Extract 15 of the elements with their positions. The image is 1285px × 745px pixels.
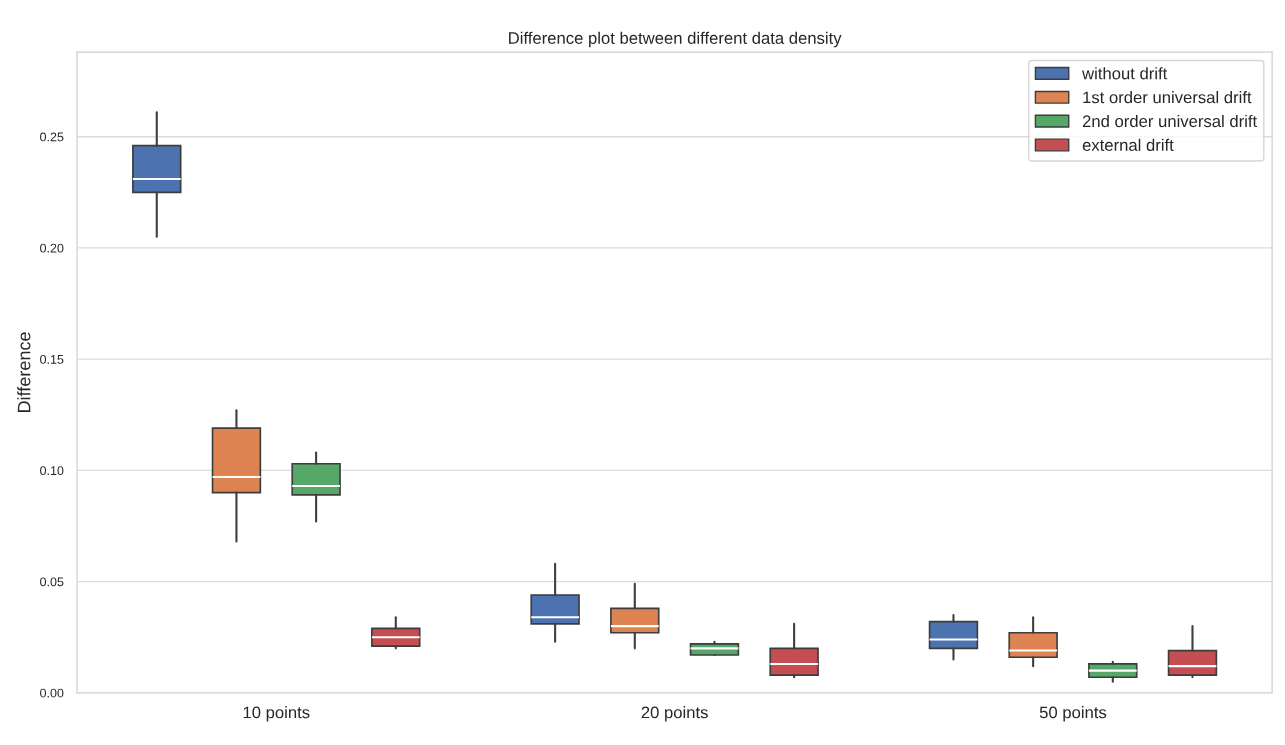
y-tick-label: 0.05	[40, 577, 64, 587]
legend-label: 2nd order universal drift	[1082, 114, 1258, 128]
y-tick-label: 0.00	[40, 688, 64, 698]
legend-label: without drift	[1082, 67, 1168, 80]
y-tick-label: 0.20	[40, 243, 64, 253]
chart-title: Difference plot between different data density	[509, 31, 842, 48]
y-axis-title: Difference	[17, 332, 31, 412]
legend-label: 1st order universal drift	[1083, 91, 1252, 104]
y-tick-label: 0.10	[40, 466, 64, 476]
y-tick-label: 0.25	[40, 132, 64, 142]
x-tick-label: 10 points	[243, 706, 310, 722]
x-tick-label: 20 points	[641, 706, 708, 722]
legend-label: external drift	[1082, 138, 1174, 151]
y-tick-label: 0.15	[40, 354, 64, 364]
x-tick-label: 50 points	[1039, 706, 1107, 722]
